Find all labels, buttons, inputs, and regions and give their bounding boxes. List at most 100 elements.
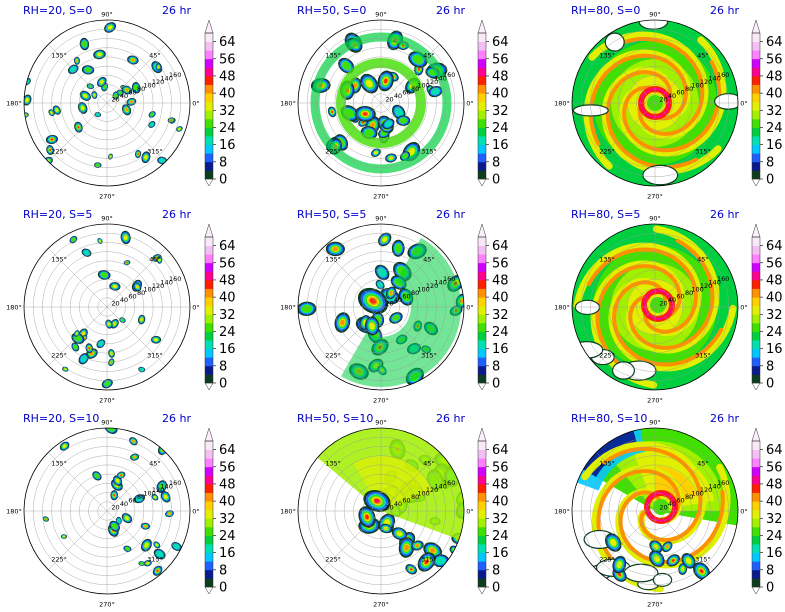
colorbar-segment xyxy=(752,279,760,289)
colorbar-segment xyxy=(478,245,486,255)
polar-frame xyxy=(23,427,191,595)
colorbar-segment xyxy=(478,279,486,289)
radius-tick-label: 60 xyxy=(676,292,684,300)
azimuth-tick-label: 45° xyxy=(149,256,161,264)
colorbar: 0 8 16 24 32 40 48 56 64 xyxy=(751,223,783,392)
colorbar-tick-label: 40 xyxy=(492,291,509,306)
colorbar-tick-label: 40 xyxy=(766,495,783,510)
azimuth-tick-label: 315° xyxy=(421,351,437,359)
radius-tick-label: 140 xyxy=(160,74,172,82)
radius-tick-label: 60 xyxy=(128,496,136,504)
colorbar-segment xyxy=(478,93,486,103)
colorbar-segment xyxy=(205,569,213,579)
colorbar: 0 8 16 24 32 40 48 56 64 xyxy=(204,19,236,188)
panel-title: RH=80, S=5 xyxy=(571,208,640,221)
colorbar-segment xyxy=(478,492,486,502)
colorbar-segment xyxy=(752,501,760,511)
colorbar-segment xyxy=(478,357,486,367)
colorbar-segment xyxy=(752,58,760,68)
azimuth-tick-label: 315° xyxy=(147,555,163,563)
colorbar-segment xyxy=(478,458,486,468)
radius-tick-label: 20 xyxy=(111,503,119,511)
azimuth-tick-label: 0° xyxy=(466,508,473,516)
colorbar-extend-top xyxy=(204,19,214,34)
polar-grid xyxy=(298,224,464,390)
colorbar-segment xyxy=(478,305,486,315)
colorbar-segment xyxy=(752,544,760,554)
colorbar-tick-label: 0 xyxy=(766,173,774,188)
colorbar-tick-label: 0 xyxy=(219,173,227,188)
colorbar-segment xyxy=(205,136,213,146)
azimuth-tick-label: 180° xyxy=(554,304,570,312)
radius-tick-label: 100 xyxy=(417,81,429,89)
azimuth-tick-label: 315° xyxy=(695,147,711,155)
colorbar-segment xyxy=(205,322,213,332)
colorbar-segment xyxy=(205,271,213,281)
colorbar-tick-label: 56 xyxy=(219,256,236,271)
colorbar-segment xyxy=(752,136,760,146)
azimuth-tick-label: 135° xyxy=(325,52,341,60)
colorbar-tick-label: 40 xyxy=(766,87,783,102)
azimuth-tick-label: 135° xyxy=(325,460,341,468)
colorbar-tick-label: 32 xyxy=(766,104,783,119)
colorbar-segment xyxy=(478,170,486,180)
colorbar-segment xyxy=(478,441,486,450)
colorbar-segment xyxy=(478,153,486,163)
colorbar-tick-label: 56 xyxy=(766,256,783,271)
colorbar-segment xyxy=(752,322,760,332)
panel-title: RH=80, S=10 xyxy=(571,412,647,425)
colorbar-segment xyxy=(752,569,760,579)
colorbar-segment xyxy=(478,101,486,111)
colorbar-tick-label: 64 xyxy=(219,239,236,254)
colorbar-tick-label: 16 xyxy=(492,138,509,153)
azimuth-tick-label: 90° xyxy=(101,419,113,427)
colorbar-tick-label: 56 xyxy=(219,460,236,475)
colorbar-extend-top xyxy=(751,427,761,442)
radius-tick-label: 60 xyxy=(402,496,410,504)
radius-tick-label: 80 xyxy=(411,493,419,501)
azimuth-tick-label: 45° xyxy=(149,52,161,60)
azimuth-tick-label: 225° xyxy=(325,147,341,155)
azimuth-tick-label: 0° xyxy=(740,508,747,516)
colorbar-tick-label: 48 xyxy=(492,69,509,84)
azimuth-tick-label: 315° xyxy=(421,555,437,563)
colorbar-tick-label: 8 xyxy=(219,359,227,374)
colorbar-extend-bottom xyxy=(477,586,487,595)
colorbar-segment xyxy=(205,305,213,315)
panel-time-label: 26 hr xyxy=(710,208,739,221)
colorbar-segment xyxy=(752,509,760,519)
colorbar-segment xyxy=(205,58,213,68)
colorbar-tick-label: 48 xyxy=(492,477,509,492)
colorbar-segment xyxy=(752,526,760,536)
azimuth-tick-label: 90° xyxy=(375,11,387,19)
radius-tick-label: 160 xyxy=(443,479,455,487)
colorbar-tick-label: 8 xyxy=(492,359,500,374)
colorbar-tick-label: 24 xyxy=(492,325,509,340)
azimuth-tick-label: 270° xyxy=(99,397,115,405)
polar-frame xyxy=(297,223,465,391)
azimuth-tick-label: 135° xyxy=(51,460,67,468)
azimuth-tick-label: 270° xyxy=(373,397,389,405)
colorbar-tick-label: 32 xyxy=(492,308,509,323)
azimuth-tick-label: 225° xyxy=(325,351,341,359)
radius-tick-label: 80 xyxy=(137,289,145,297)
colorbar-segment xyxy=(478,75,486,85)
colorbar-tick-label: 48 xyxy=(219,69,236,84)
colorbar-segment xyxy=(205,365,213,375)
azimuth-tick-label: 180° xyxy=(6,304,22,312)
colorbar-segment xyxy=(752,331,760,341)
polar-grid xyxy=(572,20,738,186)
colorbar-segment xyxy=(205,526,213,536)
colorbar-segment xyxy=(205,552,213,562)
colorbar-segment xyxy=(752,84,760,94)
azimuth-tick-label: 90° xyxy=(375,215,387,223)
colorbar-tick-label: 16 xyxy=(766,342,783,357)
colorbar-segment xyxy=(205,483,213,493)
azimuth-tick-label: 90° xyxy=(375,419,387,427)
panel-1: RH=20, S=0 26 hr 0° 45° 90° 135° 180° 225° 270° 3… xyxy=(6,4,235,201)
radius-tick-label: 80 xyxy=(411,85,419,93)
colorbar-segment xyxy=(752,314,760,324)
colorbar-segment xyxy=(205,262,213,272)
polar-frame xyxy=(571,427,739,595)
colorbar-segment xyxy=(205,492,213,502)
